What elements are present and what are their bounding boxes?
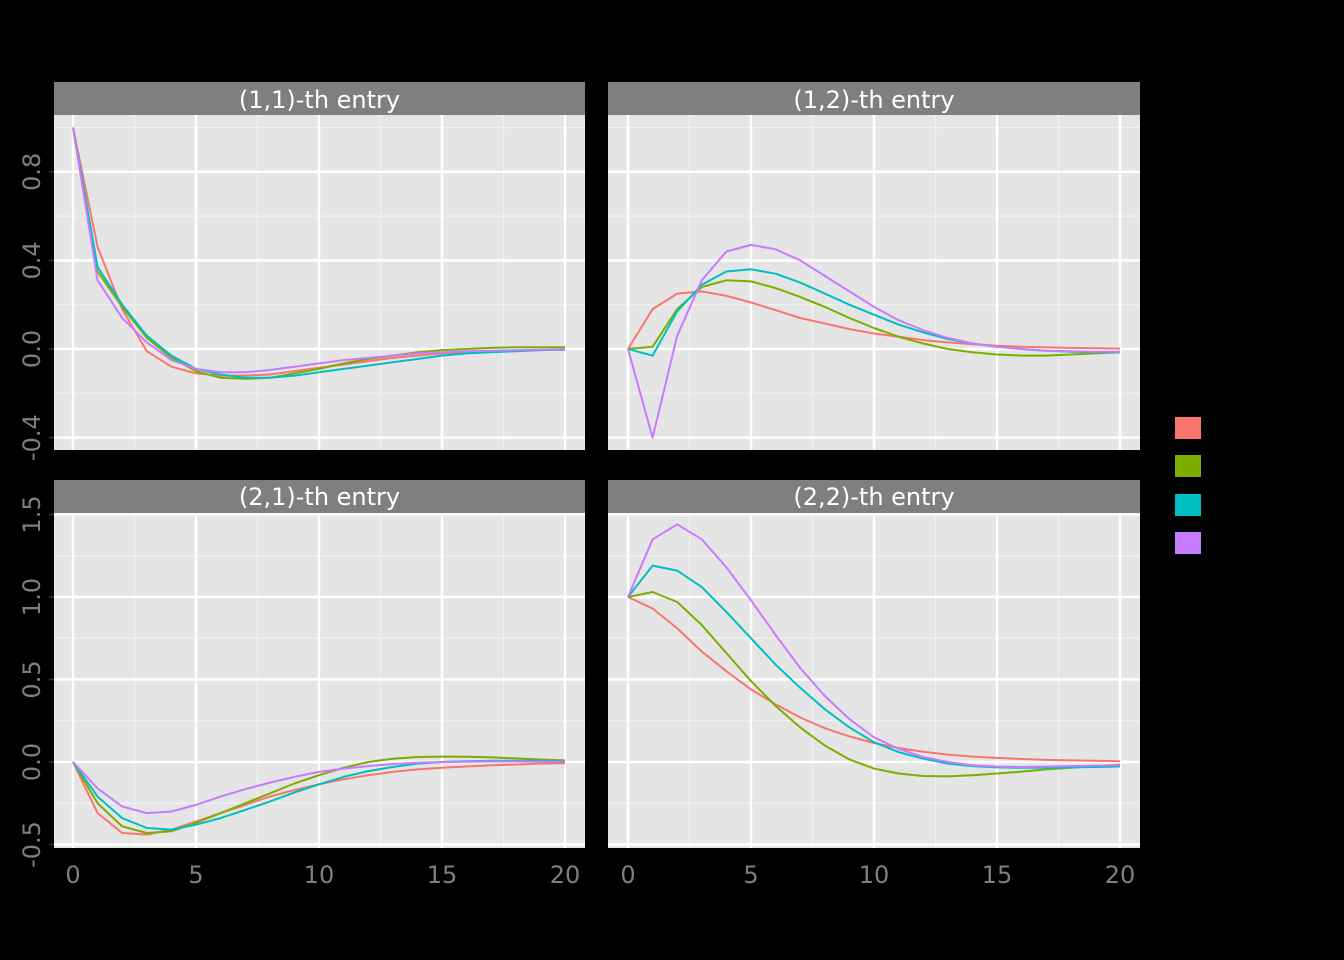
facet-strip: [54, 82, 585, 115]
facet-title: (2,2)-th entry: [793, 483, 954, 511]
series-line: [627, 591, 1121, 778]
legend-item: [1175, 494, 1201, 516]
series-line: [72, 127, 566, 379]
facet-panel-2-1: (2,1)-th entry: [54, 480, 585, 848]
facet-panel-1-1: (1,1)-th entry: [54, 82, 585, 450]
y-tick-label: -0.4: [18, 414, 46, 461]
y-tick-label: -0.5: [18, 821, 46, 868]
legend-key-swatch: [1175, 532, 1201, 554]
x-tick-label: 10: [859, 861, 890, 889]
facet-strip: [608, 480, 1140, 513]
legend-item: [1175, 417, 1201, 439]
x-tick-label: 5: [743, 861, 758, 889]
series-lines: [627, 243, 1121, 439]
y-tick-label: 1.5: [18, 495, 46, 533]
x-axis-left-col: 0 5 10 15 20: [65, 861, 580, 889]
series-line: [72, 127, 566, 374]
y-tick-label: 0.0: [18, 330, 46, 368]
legend-key-swatch: [1175, 494, 1201, 516]
x-tick-label: 10: [304, 861, 335, 889]
x-tick-label: 5: [188, 861, 203, 889]
gridlines: [54, 513, 585, 848]
y-axis-top-row: -0.4 0.0 0.4 0.8: [18, 153, 54, 461]
facet-title: (1,1)-th entry: [239, 86, 400, 114]
y-tick-label: 1.0: [18, 578, 46, 616]
x-tick-label: 15: [427, 861, 458, 889]
gridlines: [608, 513, 1140, 848]
series-line: [72, 127, 565, 380]
facet-panel-2-2: (2,2)-th entry: [608, 480, 1140, 848]
legend: [1175, 417, 1201, 554]
facet-strip: [54, 480, 585, 513]
y-tick-label: 0.4: [18, 241, 46, 279]
x-tick-label: 0: [65, 861, 80, 889]
facet-title: (1,2)-th entry: [793, 86, 954, 114]
series-line: [72, 760, 565, 815]
facet-strip: [608, 82, 1140, 115]
series-line: [627, 523, 1121, 768]
series-line: [72, 755, 566, 834]
gridlines: [608, 115, 1140, 450]
series-line: [627, 279, 1121, 357]
facet-panel-1-2: (1,2)-th entry: [608, 82, 1140, 450]
series-line: [627, 564, 1121, 769]
x-tick-label: 0: [620, 861, 635, 889]
x-axis-right-col: 0 5 10 15 20: [620, 861, 1135, 889]
y-axis-bottom-row: -0.5 0.0 0.5 1.0 1.5: [18, 495, 54, 868]
x-tick-label: 20: [1105, 861, 1136, 889]
y-tick-label: 0.8: [18, 153, 46, 191]
series-lines: [627, 523, 1121, 778]
legend-key-swatch: [1175, 417, 1201, 439]
gridlines: [54, 115, 585, 450]
legend-item: [1175, 455, 1201, 477]
y-tick-label: 0.5: [18, 660, 46, 698]
x-tick-label: 20: [550, 861, 581, 889]
series-lines: [72, 755, 566, 836]
series-line: [627, 290, 1121, 350]
facet-title: (2,1)-th entry: [239, 483, 400, 511]
x-tick-label: 15: [982, 861, 1013, 889]
y-tick-label: 0.0: [18, 743, 46, 781]
legend-key-swatch: [1175, 455, 1201, 477]
legend-item: [1175, 532, 1201, 554]
series-line: [627, 243, 1120, 439]
series-lines: [72, 127, 566, 380]
